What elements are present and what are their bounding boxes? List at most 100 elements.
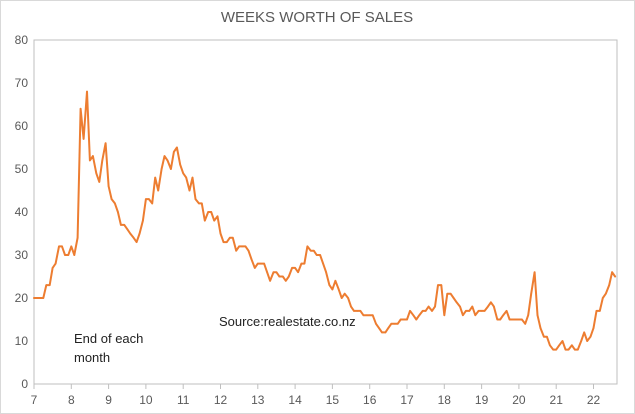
data-point: [387, 327, 390, 329]
data-point: [393, 323, 396, 325]
data-point: [219, 232, 222, 235]
x-tick-label: 21: [550, 393, 564, 407]
data-point: [418, 314, 421, 317]
source-note: Source:realestate.co.nz: [219, 314, 356, 329]
data-point: [502, 314, 505, 317]
data-point: [42, 297, 45, 299]
data-point: [403, 318, 405, 321]
data-point: [362, 314, 365, 317]
data-point: [334, 280, 337, 282]
data-point: [465, 310, 467, 312]
data-point: [471, 305, 474, 308]
data-point: [583, 331, 585, 334]
y-tick-label: 0: [21, 377, 28, 391]
data-point: [390, 323, 393, 325]
data-point: [51, 267, 54, 269]
data-point: [592, 327, 595, 329]
data-point: [120, 224, 122, 226]
data-point: [353, 310, 355, 312]
data-point: [574, 348, 576, 351]
data-point: [530, 292, 532, 295]
data-point: [434, 305, 436, 308]
data-point: [580, 340, 582, 342]
data-point: [427, 305, 430, 308]
data-point: [487, 305, 489, 308]
data-point: [154, 176, 156, 179]
data-point: [207, 211, 209, 213]
data-point: [70, 245, 73, 248]
series-points: [33, 90, 616, 351]
data-point: [179, 163, 181, 166]
data-point: [45, 284, 48, 286]
data-point: [555, 348, 557, 351]
data-point: [459, 305, 461, 308]
data-point: [347, 297, 349, 299]
data-point: [151, 202, 153, 205]
data-point: [138, 232, 141, 235]
data-point: [505, 310, 508, 312]
data-point: [396, 323, 399, 325]
data-point: [412, 314, 415, 317]
data-point: [599, 310, 601, 312]
x-tick-label: 8: [68, 393, 75, 407]
data-point: [378, 327, 380, 329]
data-point: [605, 292, 607, 295]
data-point: [406, 318, 408, 321]
data-point: [602, 297, 604, 299]
data-point: [104, 142, 107, 144]
data-point: [194, 198, 197, 200]
data-point: [365, 314, 368, 317]
data-point: [129, 232, 131, 235]
data-point: [313, 249, 315, 252]
x-tick-label: 20: [512, 393, 526, 407]
data-point: [82, 138, 85, 140]
data-point: [216, 215, 219, 218]
data-point: [244, 245, 247, 248]
data-point: [571, 344, 573, 347]
data-point: [421, 310, 424, 312]
data-point: [496, 318, 499, 321]
data-point: [191, 176, 194, 179]
data-point: [340, 297, 343, 299]
data-point: [142, 219, 144, 222]
data-point: [73, 254, 76, 256]
data-point: [399, 318, 402, 321]
data-point: [226, 241, 228, 243]
x-tick-label: 7: [31, 393, 38, 407]
data-point: [549, 344, 551, 347]
data-point: [173, 151, 175, 153]
data-point: [126, 228, 129, 230]
data-point: [310, 249, 312, 252]
y-tick-label: 60: [15, 119, 29, 133]
data-point: [608, 284, 610, 286]
data-point: [132, 237, 135, 239]
data-point: [263, 262, 265, 265]
data-point: [188, 189, 191, 192]
x-tick-label: 12: [214, 393, 228, 407]
data-point: [148, 198, 150, 200]
data-point: [527, 314, 529, 317]
data-point: [238, 245, 240, 248]
data-point: [176, 146, 178, 149]
data-point: [511, 318, 514, 321]
data-point: [524, 323, 526, 325]
data-point: [95, 172, 98, 175]
data-point: [282, 275, 284, 278]
y-tick-label: 80: [15, 33, 29, 47]
data-point: [558, 344, 560, 347]
data-point: [260, 262, 262, 265]
data-point: [235, 249, 237, 252]
data-point: [76, 237, 79, 239]
data-point: [546, 335, 548, 338]
x-tick-label: 11: [177, 393, 190, 407]
data-point: [499, 318, 502, 321]
data-point: [483, 310, 486, 312]
data-point: [79, 108, 82, 110]
data-point: [521, 318, 523, 321]
data-point: [322, 262, 324, 265]
data-point: [536, 314, 539, 317]
data-point: [213, 219, 215, 222]
data-point: [145, 198, 147, 200]
data-point: [86, 90, 88, 93]
